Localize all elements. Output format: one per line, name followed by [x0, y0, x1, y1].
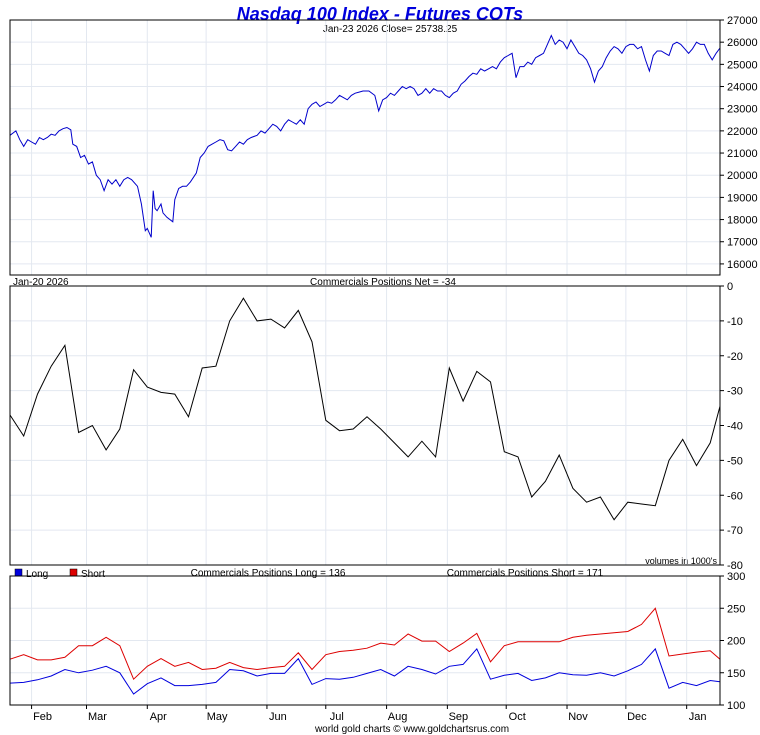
- short-title: Commercials Positions Short = 171: [447, 568, 604, 579]
- y-tick-label: -70: [727, 525, 743, 537]
- footer-credit: world gold charts © www.goldchartsrus.co…: [314, 724, 509, 735]
- commercials-net-panel: Jan-20 2026 Commercials Positions Net = …: [9, 277, 743, 572]
- net-title: Commercials Positions Net = -34: [310, 277, 456, 288]
- y-tick-label: -60: [727, 490, 743, 502]
- y-tick-label: 16000: [727, 259, 758, 271]
- y-tick-label: 24000: [727, 82, 758, 94]
- y-tick-label: 19000: [727, 192, 758, 204]
- y-tick-label: 100: [727, 700, 745, 712]
- y-tick-label: 300: [727, 571, 745, 583]
- index-price-panel: 16000 17000 18000 19000 20000 21000 22000 23000…: [9, 15, 758, 276]
- x-tick-label: Dec: [627, 711, 647, 723]
- x-tick-label: Oct: [509, 711, 526, 723]
- series-line-short: [9, 607, 721, 681]
- y-tick-label: 150: [727, 668, 745, 680]
- y-tick-label: -50: [727, 455, 743, 467]
- y-tick-label: 200: [727, 636, 745, 648]
- y-tick-label: -30: [727, 386, 743, 398]
- series-line-long: [9, 647, 721, 695]
- y-tick-label: 27000: [727, 15, 758, 27]
- plot-frame: [9, 575, 721, 706]
- y-tick-label: -20: [727, 351, 743, 363]
- y-tick-label: 26000: [727, 37, 758, 49]
- x-tick-label: Jun: [269, 711, 287, 723]
- legend-short-label: Short: [81, 569, 105, 580]
- y-tick-label: 0: [727, 281, 733, 293]
- commercials-long-short-panel: Long Short Commercials Positions Long = …: [9, 568, 745, 723]
- y-tick-label: 25000: [727, 59, 758, 71]
- x-tick-label: Feb: [33, 711, 52, 723]
- y-tick-label: 20000: [727, 170, 758, 182]
- y-tick-label: 250: [727, 603, 745, 615]
- x-tick-label: Sep: [449, 711, 469, 723]
- volumes-note: volumes in 1000's: [645, 556, 717, 566]
- x-tick-label: May: [207, 711, 228, 723]
- y-tick-label: 21000: [727, 148, 758, 160]
- y-tick-label: 17000: [727, 237, 758, 249]
- x-tick-label: Nov: [568, 711, 588, 723]
- plot-frame: [9, 285, 721, 566]
- chart-title: Nasdaq 100 Index - Futures COTs: [237, 4, 523, 24]
- series-line-price: [9, 34, 721, 238]
- x-tick-label: Apr: [150, 711, 167, 723]
- y-tick-label: -40: [727, 421, 743, 433]
- x-tick-label: Jan: [689, 711, 707, 723]
- x-tick-label: Mar: [88, 711, 107, 723]
- x-tick-label: Aug: [388, 711, 408, 723]
- legend-short-swatch: [69, 568, 78, 577]
- legend-long-swatch: [14, 568, 23, 577]
- legend-long-label: Long: [26, 569, 48, 580]
- plot-frame: [9, 19, 721, 276]
- net-date-label: Jan-20 2026: [13, 277, 69, 288]
- x-tick-label: Jul: [330, 711, 344, 723]
- y-tick-label: 18000: [727, 215, 758, 227]
- chart-subtitle: Jan-23 2026 Close= 25738.25: [323, 24, 458, 35]
- y-tick-label: 23000: [727, 104, 758, 116]
- y-tick-label: -80: [727, 560, 743, 572]
- y-tick-label: -10: [727, 316, 743, 328]
- series-line-net: [9, 297, 721, 521]
- y-tick-label: 22000: [727, 126, 758, 138]
- long-title: Commercials Positions Long = 136: [191, 568, 346, 579]
